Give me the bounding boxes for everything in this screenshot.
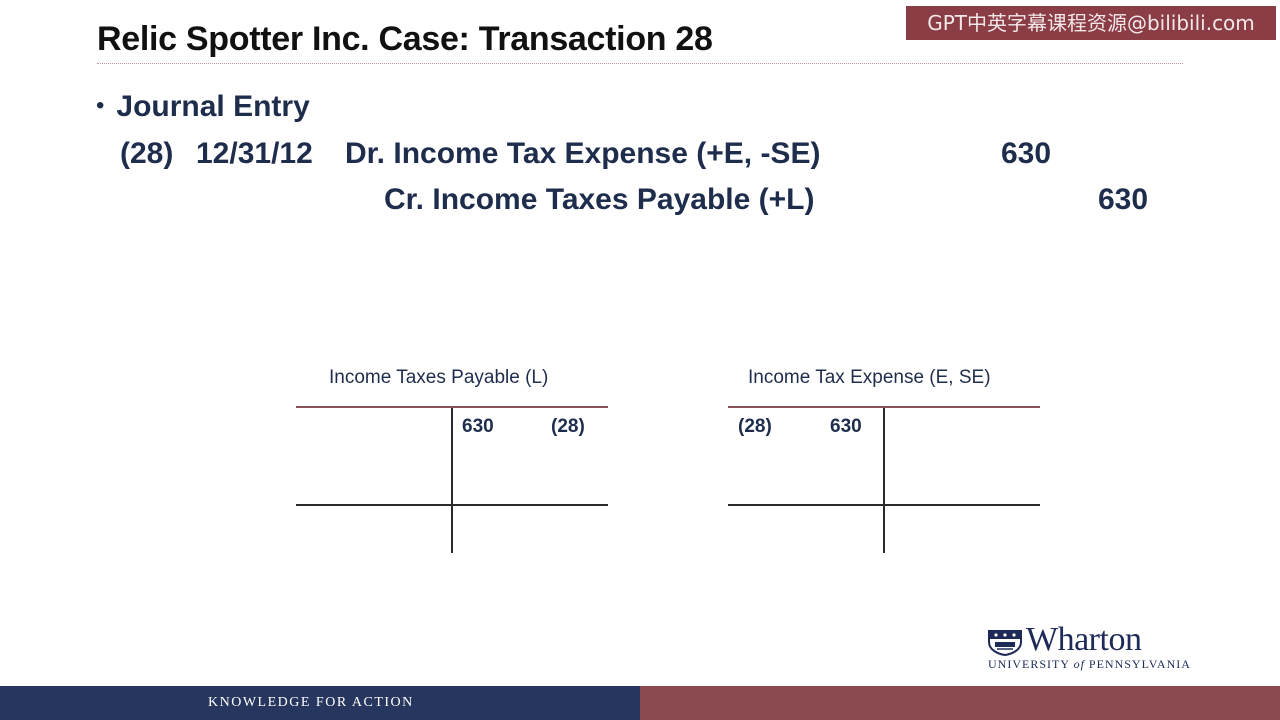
t-account-title: Income Taxes Payable (L) — [329, 367, 549, 388]
t-account-top-rule — [728, 406, 1040, 408]
logo-subtitle-of: of — [1073, 657, 1085, 671]
footer-band-maroon — [640, 686, 1280, 720]
watermark: GPT中英字幕课程资源@bilibili.com — [906, 6, 1276, 40]
wharton-logo: Wharton UNIVERSITY of PENNSYLVANIA — [986, 621, 1196, 673]
title-divider — [97, 63, 1183, 64]
logo-subtitle: UNIVERSITY of PENNSYLVANIA — [988, 657, 1191, 672]
debit-reference-cell: (28) — [738, 416, 772, 437]
entry-date: 12/31/12 — [196, 137, 313, 170]
bullet-journal-entry: • Journal Entry — [96, 90, 310, 124]
t-account-balance-rule — [296, 504, 608, 506]
slide-title: Relic Spotter Inc. Case: Transaction 28 — [97, 20, 713, 58]
footer-band-navy: KNOWLEDGE FOR ACTION — [0, 686, 640, 720]
t-account-title: Income Tax Expense (E, SE) — [748, 367, 991, 388]
debit-line: Dr. Income Tax Expense (+E, -SE) — [345, 137, 821, 170]
logo-wordmark: Wharton — [1026, 621, 1142, 658]
debit-amount-cell: 630 — [830, 416, 862, 437]
t-account-center-rule — [451, 408, 453, 553]
credit-amount: 630 — [1098, 183, 1149, 216]
footer-tagline: KNOWLEDGE FOR ACTION — [208, 695, 414, 710]
credit-line: Cr. Income Taxes Payable (+L) — [384, 183, 815, 216]
credit-amount-cell: 630 — [462, 416, 494, 437]
debit-amount: 630 — [1001, 137, 1052, 170]
logo-subtitle-prefix: UNIVERSITY — [988, 657, 1074, 671]
bullet-dot-icon: • — [96, 92, 105, 119]
entry-number: (28) — [120, 137, 174, 170]
shield-icon — [988, 630, 1022, 656]
t-account-top-rule — [296, 406, 608, 408]
t-account-center-rule — [883, 408, 885, 553]
logo-subtitle-suffix: PENNSYLVANIA — [1084, 657, 1191, 671]
t-account-balance-rule — [728, 504, 1040, 506]
bullet-label: Journal Entry — [116, 90, 310, 123]
credit-reference-cell: (28) — [551, 416, 585, 437]
